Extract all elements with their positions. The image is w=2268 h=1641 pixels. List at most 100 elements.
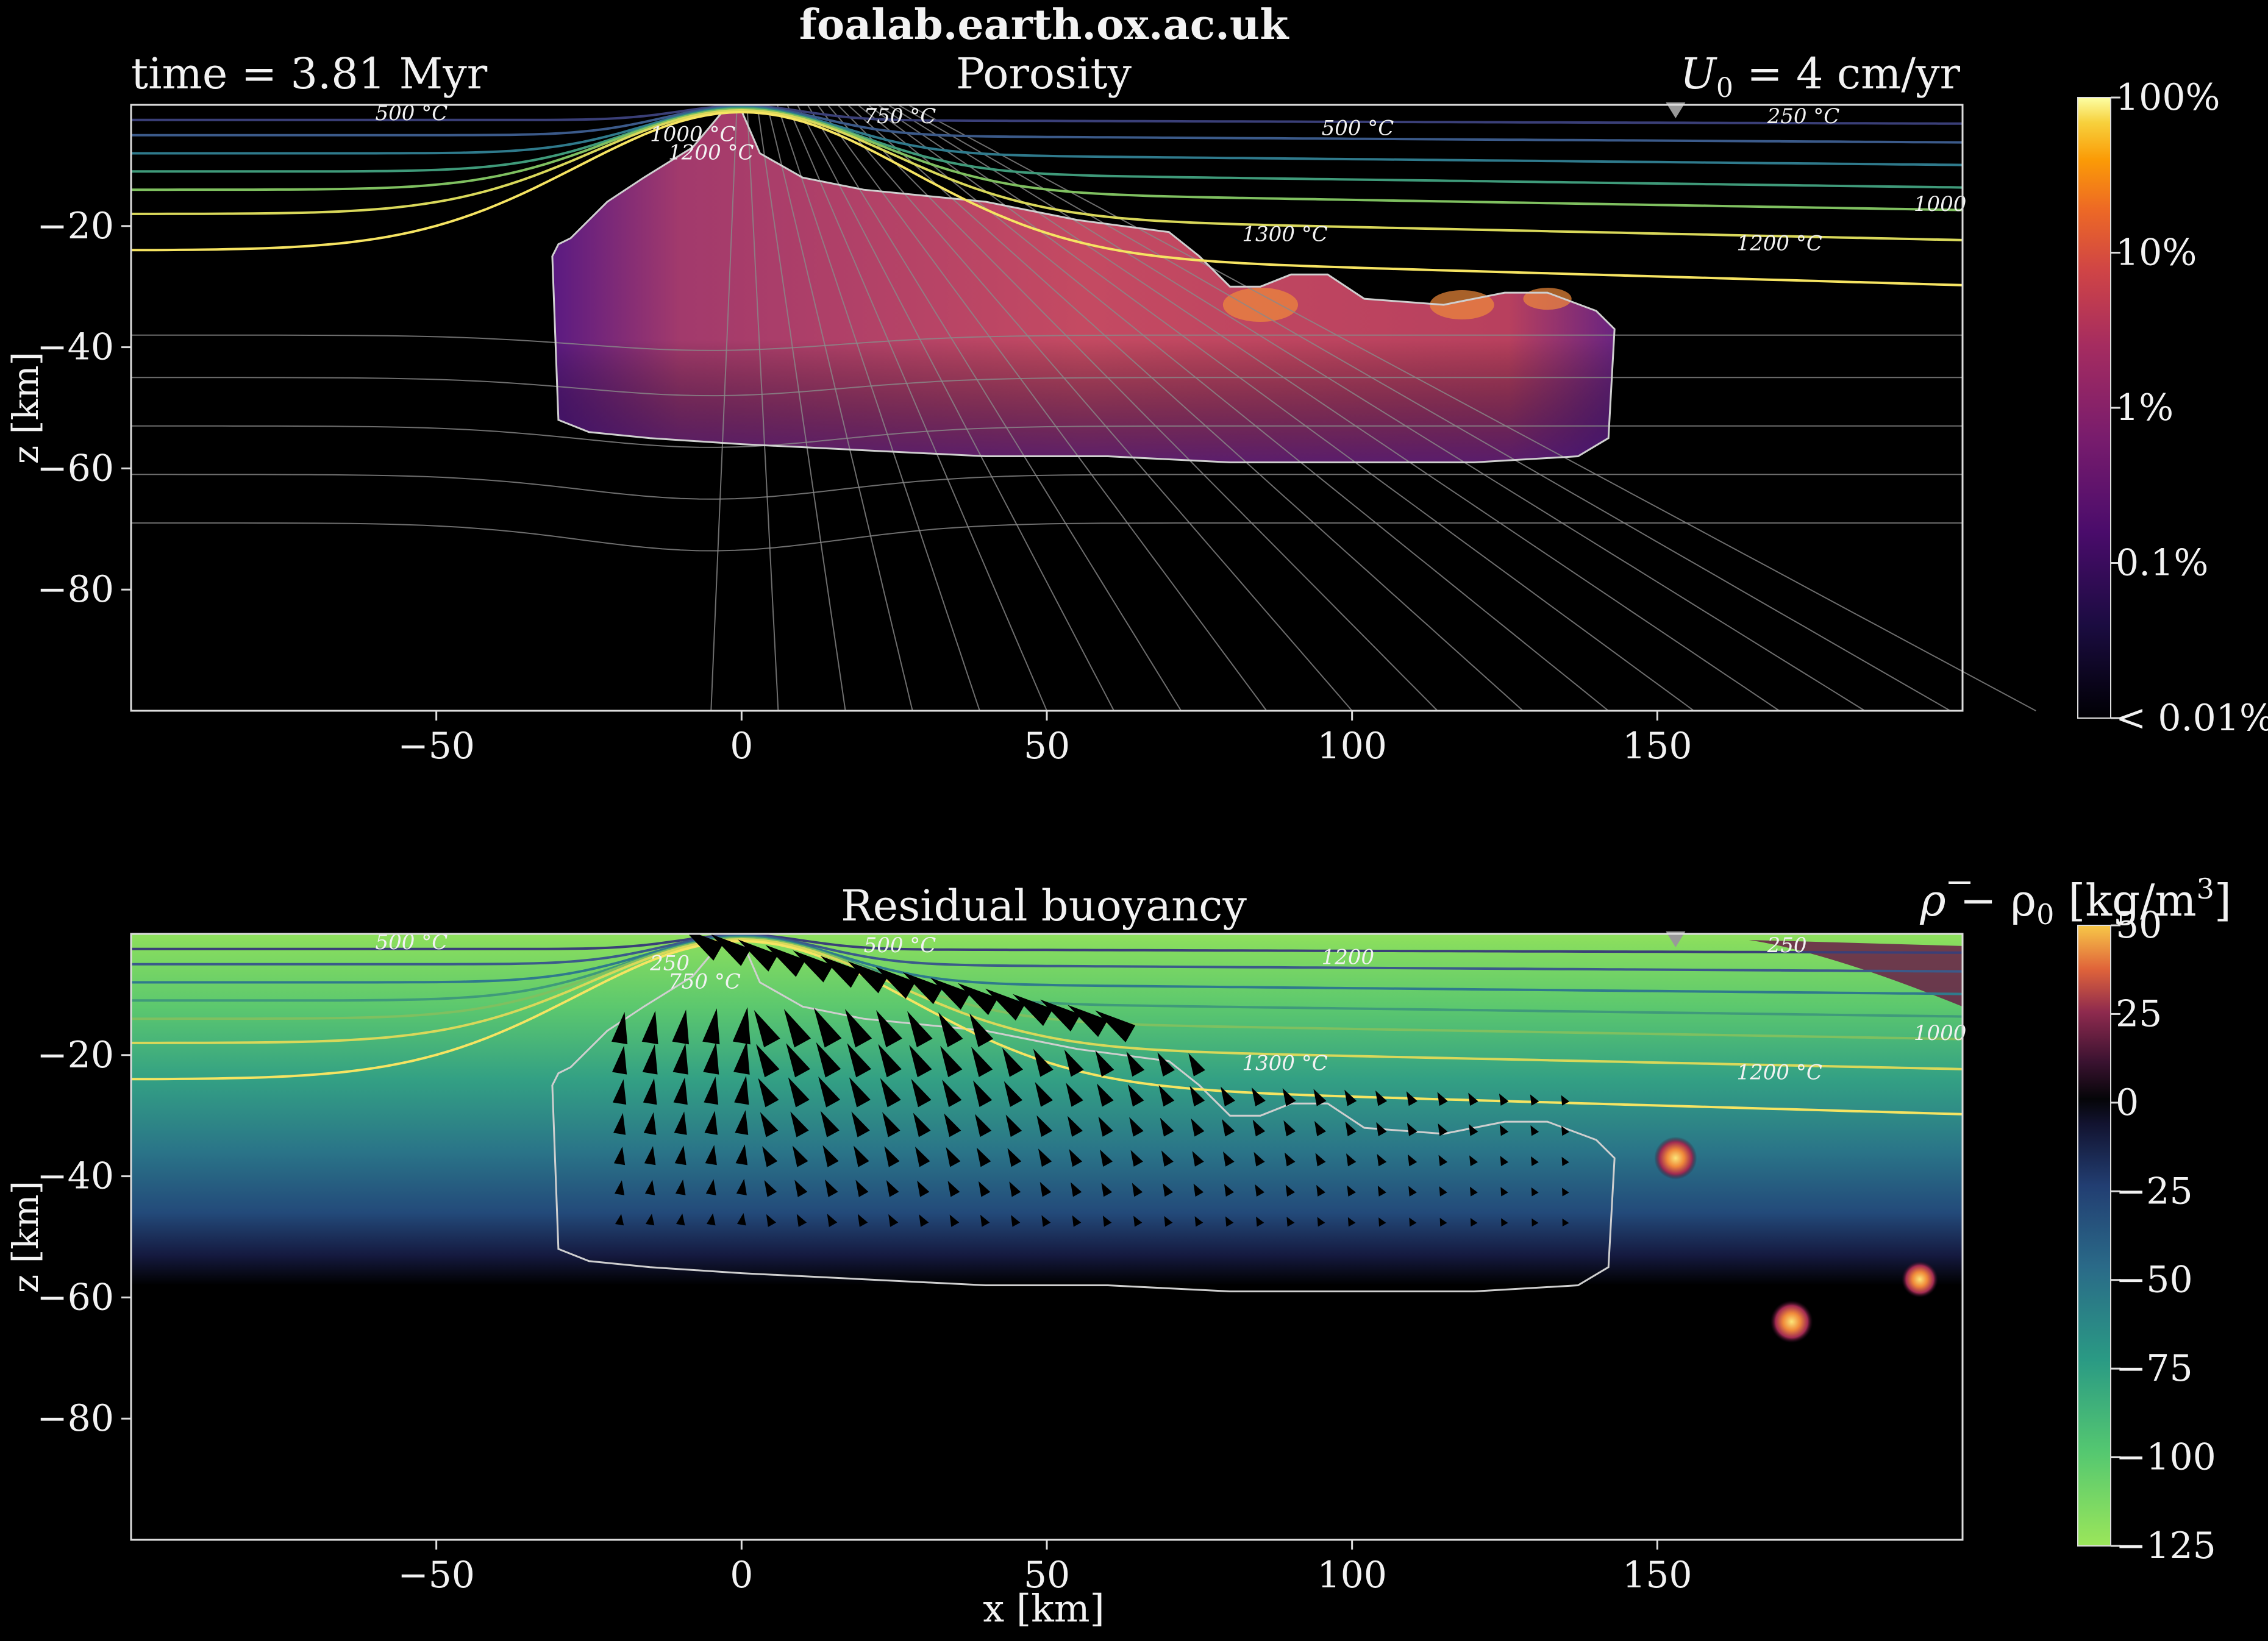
flow-streamline xyxy=(847,104,1524,711)
velocity-arrow xyxy=(1378,1217,1386,1227)
velocity-arrow xyxy=(940,1045,963,1077)
colorbar-tick-label: −100 xyxy=(2116,1436,2216,1479)
velocity-arrow xyxy=(1562,1219,1569,1227)
velocity-arrow xyxy=(1101,1182,1113,1197)
x-tick-label: −50 xyxy=(398,1554,475,1597)
velocity-arrow xyxy=(1007,1148,1022,1167)
colorbar-tick-label: 0.1% xyxy=(2116,542,2208,585)
isotherm-label: 500 °C xyxy=(1322,116,1394,141)
velocity-arrow xyxy=(853,1145,869,1167)
velocity-arrow xyxy=(1377,1153,1387,1167)
colorbar-units-superscript: 3 xyxy=(2197,872,2214,905)
velocity-arrow xyxy=(705,1145,717,1166)
porosity-colorbar-ticks: 100% 10% 1% 0.1% < 0.01% xyxy=(2111,76,2268,739)
colorbar-tick-label: 10% xyxy=(2116,232,2197,274)
velocity-arrow xyxy=(1130,1150,1143,1167)
colorbar-tick-label: −25 xyxy=(2116,1170,2193,1212)
colorbar-tick-label: −50 xyxy=(2116,1259,2193,1301)
y-tick-label: −60 xyxy=(37,447,114,489)
porosity-y-ticks: −20 −40 −60 −80 xyxy=(37,205,131,611)
velocity-arrow xyxy=(816,1042,841,1078)
velocity-arrow xyxy=(1346,1153,1357,1167)
velocity-arrow xyxy=(1069,1148,1083,1167)
velocity-arrow xyxy=(825,1179,838,1197)
velocity-arrow xyxy=(1072,1215,1082,1227)
colorbar-rho-subscript: 0 xyxy=(2036,898,2054,931)
velocity-arrow xyxy=(796,1214,807,1227)
buoyancy-colorbar-ticks: 50 25 0 −25 −50 −75 −100 −125 xyxy=(2111,904,2216,1567)
velocity-arrow xyxy=(1316,1184,1325,1197)
velocity-arrow xyxy=(820,956,861,988)
velocity-arrow xyxy=(1194,1216,1204,1227)
flow-streamline xyxy=(131,334,1963,351)
porosity-field xyxy=(131,105,1963,711)
velocity-arrow xyxy=(1158,1085,1175,1107)
velocity-arrow xyxy=(614,1180,625,1195)
buoyancy-y-axis-label: z [km] xyxy=(5,1181,46,1293)
flow-streamline xyxy=(756,104,846,711)
velocity-arrow xyxy=(1285,1152,1296,1167)
velocity-arrow xyxy=(944,1113,961,1137)
velocity-arrow xyxy=(675,1179,686,1195)
flow-streamline xyxy=(857,104,1609,711)
velocity-arrow xyxy=(1133,1216,1143,1227)
velocity-arrow xyxy=(1068,1005,1108,1038)
flow-streamline xyxy=(877,104,1780,711)
flow-streamline xyxy=(766,104,913,711)
velocity-arrow xyxy=(1005,1114,1022,1137)
isotherm-line xyxy=(131,939,1963,1116)
velocity-arrow xyxy=(1532,1218,1539,1227)
flow-streamline xyxy=(837,104,1438,711)
y-tick-label: −80 xyxy=(37,568,114,611)
velocity-arrow xyxy=(1531,1156,1539,1166)
x-tick-label: 50 xyxy=(1024,725,1070,767)
velocity-arrow xyxy=(1095,1010,1136,1043)
velocity-arrow xyxy=(917,1180,930,1197)
velocity-arrow xyxy=(1562,1187,1569,1197)
isotherm-label: 1000 xyxy=(1914,192,1967,216)
velocity-arrow xyxy=(878,1044,902,1078)
velocity-arrow xyxy=(672,1043,688,1075)
velocity-arrow xyxy=(612,1045,627,1075)
flow-streamline xyxy=(888,104,1866,711)
velocity-arrow xyxy=(978,1181,991,1197)
velocity-arrow xyxy=(1408,1186,1417,1197)
velocity-arrow xyxy=(1469,1155,1478,1167)
velocity-arrow xyxy=(1225,1216,1234,1227)
flow-streamline xyxy=(131,425,1963,448)
porosity-title: Porosity xyxy=(956,49,1132,99)
velocity-arrow xyxy=(957,983,998,1016)
x-tick-label: −50 xyxy=(398,725,475,767)
velocity-arrow xyxy=(706,1213,716,1226)
velocity-arrow xyxy=(813,1008,842,1048)
isotherm-line xyxy=(131,107,1963,189)
hot-blob xyxy=(1770,1300,1813,1344)
colorbar-tick-label: 25 xyxy=(2116,992,2162,1035)
buoyancy-x-ticks: −50 0 50 100 150 xyxy=(398,1540,1692,1597)
velocity-arrow xyxy=(704,1111,718,1135)
velocity-arrow xyxy=(735,1144,748,1166)
time-label: time = 3.81 Myr xyxy=(131,49,488,99)
velocity-arrow xyxy=(973,1080,993,1108)
isotherm-line xyxy=(131,109,1963,241)
isotherm-line xyxy=(131,107,1963,212)
velocity-arrow xyxy=(674,1111,687,1135)
velocity-arrow xyxy=(1500,1156,1508,1166)
y-tick-label: −80 xyxy=(37,1397,114,1440)
buoyancy-field xyxy=(131,934,1963,1540)
velocity-arrow xyxy=(855,1180,869,1197)
velocity-arrow xyxy=(1040,1181,1052,1197)
velocity-arrow xyxy=(794,1180,808,1197)
x-tick-label: 150 xyxy=(1622,725,1692,767)
velocity-arrow xyxy=(1191,1118,1205,1137)
velocity-arrow xyxy=(1127,1084,1144,1107)
isotherm-line xyxy=(131,934,1963,995)
isotherm-line xyxy=(131,934,1963,973)
buoyancy-colorbar xyxy=(2077,925,2111,1547)
flow-streamline xyxy=(797,104,1114,711)
x-tick-label: 100 xyxy=(1317,725,1387,767)
x-tick-label: 0 xyxy=(730,725,753,767)
isotherm-line xyxy=(131,933,1963,954)
y-tick-label: −40 xyxy=(37,326,114,369)
